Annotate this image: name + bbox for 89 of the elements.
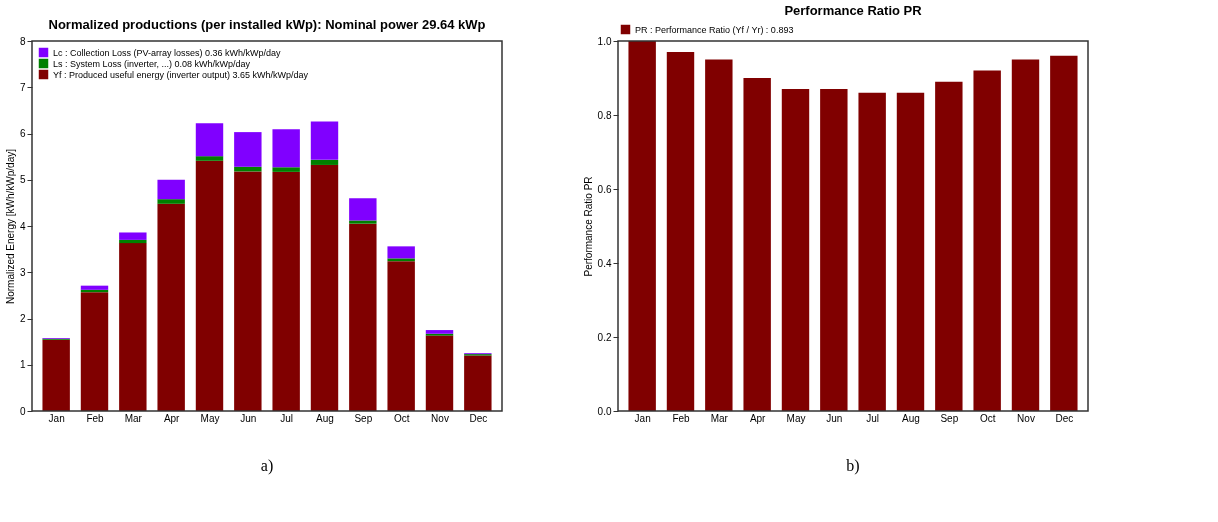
x-tick-label: Oct (979, 412, 996, 424)
x-tick-label: Jan (48, 412, 65, 424)
x-tick-label: Sep (354, 412, 373, 424)
y-tick-label: 5 (19, 174, 26, 186)
bar (349, 220, 377, 224)
chart-title: Performance Ratio PR (784, 3, 923, 18)
bar (42, 339, 70, 411)
legend-label: Lc : Collection Loss (PV-array losses) 0.36 kWh/kWp/day (53, 47, 282, 58)
bar (272, 129, 300, 168)
bar (628, 41, 656, 411)
x-tick-label: Oct (393, 412, 410, 424)
x-tick-label: Feb (672, 412, 691, 424)
bar (234, 132, 262, 167)
bar (858, 92, 886, 411)
bar (387, 261, 415, 411)
y-tick-label: 0.6 (597, 183, 612, 195)
bar (705, 59, 733, 411)
y-tick-label: 7 (19, 81, 26, 93)
y-tick-label: 1.0 (597, 35, 612, 47)
x-tick-label: Nov (431, 412, 449, 424)
x-tick-label: Mar (124, 412, 143, 424)
x-tick-label: Apr (749, 412, 767, 424)
bar (387, 246, 415, 259)
bar (666, 52, 695, 411)
x-tick-label: May (200, 412, 220, 424)
y-tick-label: 0.8 (597, 109, 612, 121)
y-tick-label: 1 (19, 359, 26, 371)
bar (157, 199, 185, 204)
chart-title: Normalized productions (per installed kWp): Nominal power 29.64 kWp (48, 17, 486, 32)
text: a) (260, 457, 274, 475)
y-axis-title: Normalized Energy [kWh/kWp/day] (4, 148, 16, 305)
x-tick-label: May (786, 412, 806, 424)
bar (80, 292, 109, 411)
bar (195, 156, 224, 161)
y-tick-label: 8 (19, 35, 26, 47)
x-tick-label: Jan (634, 412, 651, 424)
y-tick-label: 4 (19, 220, 26, 232)
y-tick-label: 6 (19, 128, 26, 139)
bar (119, 239, 147, 244)
bar (464, 355, 492, 411)
text: b) (846, 457, 860, 475)
bar (935, 81, 963, 411)
y-tick-label: 0.2 (597, 331, 612, 343)
bar (781, 89, 810, 411)
bar (272, 171, 300, 411)
bar (349, 198, 377, 221)
x-tick-label: Apr (163, 412, 181, 424)
y-tick-label: 0 (19, 405, 26, 417)
x-tick-label: Dec (1055, 412, 1074, 424)
bar (195, 123, 224, 157)
y-tick-label: 0.0 (597, 405, 612, 417)
bar (349, 223, 377, 411)
bar (896, 92, 925, 411)
bar (743, 78, 771, 411)
bar (234, 171, 262, 411)
x-tick-label: Aug (902, 412, 920, 424)
bar (820, 89, 848, 411)
bar (272, 167, 300, 172)
x-tick-label: Jun (240, 412, 257, 424)
x-tick-label: Feb (86, 412, 105, 424)
y-tick-label: 2 (19, 313, 26, 324)
bar (157, 203, 185, 411)
bar (425, 335, 454, 411)
bar (80, 285, 109, 290)
bar (310, 159, 339, 165)
x-tick-label: Jul (280, 412, 294, 424)
bar (973, 70, 1001, 411)
bar (119, 232, 147, 240)
bar (1011, 59, 1040, 411)
x-tick-label: Mar (710, 412, 729, 424)
bar (310, 121, 339, 160)
legend-label: PR : Performance Ratio (Yf / Yr) : 0.893 (635, 24, 794, 35)
bar (119, 243, 147, 411)
y-tick-label: 0.4 (597, 257, 612, 269)
y-axis-title: Performance Ratio PR (582, 176, 594, 277)
x-tick-label: Dec (469, 412, 488, 424)
bar (387, 258, 415, 262)
x-tick-label: Nov (1017, 412, 1035, 424)
legend-label: Yf : Produced useful energy (inverter output) 3.65 kWh/kWp/day (53, 69, 309, 80)
x-tick-label: Aug (316, 412, 334, 424)
legend-label: Ls : System Loss (inverter, ...) 0.08 kWh/kWp/day (53, 58, 251, 69)
bar (1050, 55, 1078, 411)
x-tick-label: Sep (940, 412, 959, 424)
bar (195, 160, 224, 411)
bar (157, 179, 185, 200)
bar (310, 164, 339, 411)
x-tick-label: Jun (826, 412, 843, 424)
y-tick-label: 3 (19, 266, 26, 278)
x-tick-label: Jul (866, 412, 880, 424)
